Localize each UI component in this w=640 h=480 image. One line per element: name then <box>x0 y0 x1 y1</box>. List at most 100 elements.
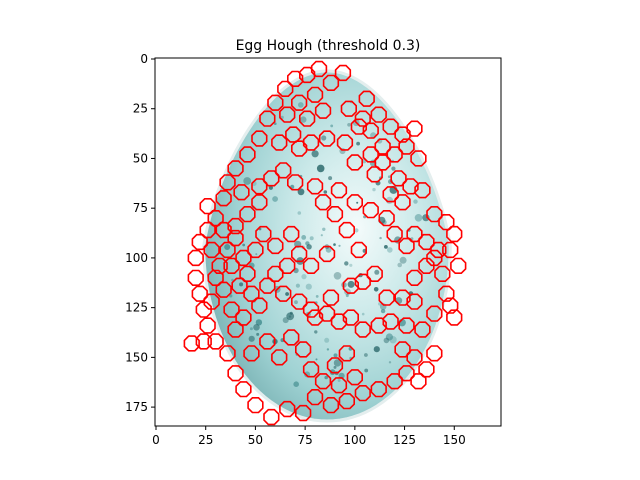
detected-circle <box>235 381 252 398</box>
egg-speckle <box>333 365 337 369</box>
detected-circle <box>446 309 463 326</box>
detected-circle <box>207 269 224 287</box>
x-axis: 0 25 50 75 100 125 150 <box>152 426 466 447</box>
detected-circle <box>314 194 332 211</box>
detected-circle <box>255 225 272 243</box>
detected-circle <box>398 138 415 155</box>
detected-circle <box>330 313 348 330</box>
detected-circle <box>290 293 308 310</box>
detected-circle <box>285 126 302 143</box>
egg-speckle <box>354 228 359 233</box>
detected-circle <box>207 333 224 350</box>
detected-circle <box>277 80 294 97</box>
plot-frame <box>154 57 502 427</box>
detected-circle <box>294 341 312 358</box>
detected-circle <box>382 118 399 135</box>
y-tick-label: 50 <box>133 151 148 165</box>
detected-circle <box>227 160 244 177</box>
detected-circle <box>370 381 387 398</box>
detected-circle <box>215 221 232 239</box>
detected-circle <box>406 225 423 243</box>
detected-circle <box>283 329 300 346</box>
egg-speckle <box>383 337 390 344</box>
y-tick-label: 0 <box>140 52 148 66</box>
detected-circle <box>318 130 336 147</box>
egg-speckle <box>328 176 333 181</box>
detected-circle <box>195 301 212 318</box>
egg-speckle <box>338 244 341 247</box>
detected-circle <box>366 265 383 283</box>
egg-speckle <box>294 300 298 305</box>
detected-circle <box>394 126 411 143</box>
y-tick-label: 175 <box>125 400 148 414</box>
egg-speckle <box>316 164 325 173</box>
egg-speckle <box>330 124 334 128</box>
detected-circle <box>342 309 360 326</box>
y-tick-label: 125 <box>125 301 148 315</box>
y-tick-label: 75 <box>133 201 148 215</box>
detected-circle <box>286 174 304 191</box>
detected-circle <box>215 281 232 298</box>
egg-speckle <box>414 214 423 222</box>
egg-speckle <box>379 236 382 240</box>
detected-circle <box>346 369 364 386</box>
detected-circle <box>279 106 296 123</box>
egg-speckle <box>298 102 304 108</box>
egg-speckle <box>356 141 360 146</box>
detected-circle <box>354 384 371 402</box>
egg-speckle <box>253 324 260 331</box>
detected-circle <box>283 225 300 243</box>
egg-speckle <box>322 227 326 231</box>
egg-speckle <box>380 308 386 314</box>
egg-speckle <box>297 188 305 196</box>
detected-circle <box>358 90 375 107</box>
detected-circle <box>382 313 399 330</box>
detected-circle <box>259 110 276 127</box>
detected-circle <box>306 388 324 406</box>
detected-circle <box>326 206 344 223</box>
x-tick-label: 100 <box>343 433 366 447</box>
egg-speckle <box>349 263 353 267</box>
detected-circle <box>398 317 415 334</box>
chart-title: Egg Hough (threshold 0.3) <box>236 38 421 54</box>
detected-circle <box>354 321 371 338</box>
detected-circle <box>294 404 312 422</box>
detected-circle <box>298 110 316 127</box>
detected-circle <box>406 120 423 137</box>
egg-speckle <box>356 201 359 204</box>
egg-speckle <box>315 295 319 298</box>
detected-circle <box>231 277 248 294</box>
detected-circle <box>398 365 415 382</box>
detected-circle <box>346 194 364 211</box>
egg-speckle <box>364 353 368 357</box>
detected-circle <box>251 130 268 147</box>
detected-circle <box>302 301 320 318</box>
egg-speckle <box>374 269 380 275</box>
detected-circle <box>259 333 276 350</box>
detected-circle <box>199 317 216 334</box>
detected-circle <box>410 150 427 167</box>
detected-circle <box>438 285 455 302</box>
detected-circle <box>271 349 288 366</box>
detected-circle <box>219 345 236 362</box>
detected-circle <box>402 178 419 195</box>
plot-area <box>154 57 502 427</box>
x-tick-label: 125 <box>393 433 416 447</box>
egg-speckle <box>255 253 258 256</box>
detected-circle <box>426 345 443 362</box>
egg-speckles <box>224 100 430 388</box>
egg-speckle <box>229 294 233 298</box>
egg-speckle <box>373 287 379 292</box>
detected-circle <box>207 210 224 227</box>
egg-speckle <box>224 244 231 250</box>
detected-circle <box>187 249 204 267</box>
detected-circle <box>318 245 336 263</box>
egg-speckle <box>306 244 312 250</box>
detected-circle <box>314 373 332 390</box>
detected-circle <box>247 241 264 259</box>
egg-speckle <box>347 123 351 127</box>
egg-speckle <box>293 381 300 388</box>
egg-speckle <box>256 332 260 336</box>
egg-speckle <box>324 337 330 343</box>
detected-circle <box>183 335 200 352</box>
